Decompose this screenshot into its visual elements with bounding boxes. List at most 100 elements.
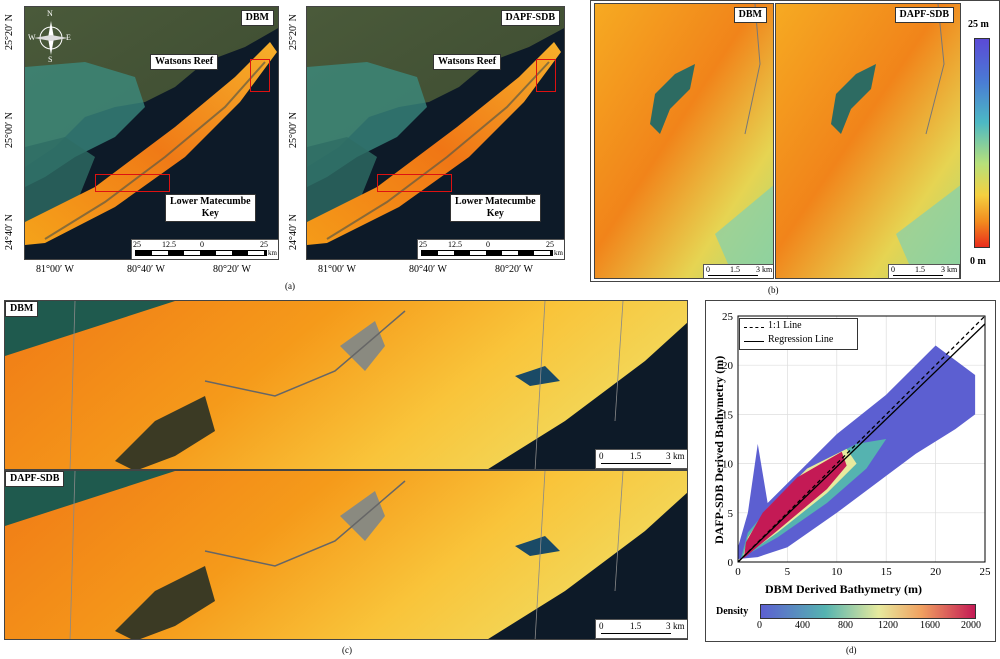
density-tick-400: 400: [795, 620, 810, 631]
depth-colorbar: [974, 38, 990, 248]
density-colorbar: [760, 604, 976, 619]
x-tick-label: 25: [980, 566, 992, 578]
panel-b-dapf-zoom[interactable]: DAPF-SDB 0 1.5 3 km: [775, 3, 961, 279]
plot-ticks: 0 5 10 15 20 25 0 5 10 15 20 25: [722, 311, 991, 578]
lat-tick-25-20-right: 25°20′ N: [288, 14, 299, 50]
lower-matecumbe-line2-2: Key: [486, 208, 504, 219]
sb-a1-unit: km: [268, 249, 277, 257]
lower-matecumbe-line1-2: Lower Matecumbe: [455, 196, 536, 207]
y-tick-label: 25: [722, 311, 734, 323]
x-tick-label: 15: [881, 566, 893, 578]
panel-c-caption: (c): [342, 645, 352, 655]
panel-a-dapf-map[interactable]: DAPF-SDB Watsons Reef Lower Matecumbe Ke…: [306, 6, 565, 260]
panel-c-dapf-label: DAPF-SDB: [5, 471, 65, 487]
lon-tick-80-40-right: 80°40′ W: [409, 264, 447, 275]
legend-solid-swatch: [744, 341, 764, 342]
sb-b1-t2: 3: [756, 265, 760, 274]
panel-b-dbm-zoom[interactable]: DBM 0 1.5 3 km: [594, 3, 774, 279]
panel-a-left-scalebar: 25 12.5 0 25 km: [131, 239, 278, 259]
one-to-one-line: [737, 315, 986, 563]
plot-legend: 1:1 Line Regression Line: [739, 318, 858, 350]
sb-a1-t1: 12.5: [162, 240, 176, 249]
compass-s: S: [48, 55, 53, 64]
sb-a1-t3: 25: [260, 240, 268, 249]
sb-b2-t1: 1.5: [915, 265, 925, 274]
panel-b-dbm-label: DBM: [733, 7, 767, 23]
sb-c2-t0: 0: [599, 621, 604, 631]
density-colorbar-title: Density: [716, 606, 749, 617]
density-tick-800: 800: [838, 620, 853, 631]
sb-a2-t2: 0: [486, 240, 490, 249]
plot-lines: [737, 315, 986, 563]
lon-tick-80-20-right: 80°20′ W: [495, 264, 533, 275]
sb-a2-t0: 25: [419, 240, 427, 249]
panel-b-caption: (b): [768, 285, 779, 295]
y-tick-label: 5: [728, 508, 734, 520]
watsons-reef-box[interactable]: [250, 59, 270, 92]
lower-matecumbe-line2: Key: [201, 208, 219, 219]
lower-matecumbe-line1: Lower Matecumbe: [170, 196, 251, 207]
panel-d-caption: (d): [846, 645, 857, 655]
panel-c-bottom-scalebar: 0 1.5 3 km: [595, 619, 687, 639]
x-tick-label: 10: [831, 566, 843, 578]
panel-b-right-scalebar: 0 1.5 3 km: [888, 264, 960, 278]
panel-c-dbm-image: [5, 301, 687, 469]
sb-c1-t1: 1.5: [630, 451, 642, 461]
compass-rose-icon: N E S W: [28, 9, 73, 64]
sb-c2-unit: km: [673, 621, 685, 631]
panel-c-dbm-label: DBM: [5, 301, 39, 317]
panel-b-left-scalebar: 0 1.5 3 km: [703, 264, 773, 278]
plot-axes: [737, 315, 986, 563]
y-tick-label: 10: [722, 459, 734, 471]
sb-a1-t0: 25: [133, 240, 141, 249]
panel-c-dapf-image: [5, 471, 687, 639]
sb-a2-t1: 12.5: [448, 240, 462, 249]
y-tick-label: 0: [728, 557, 734, 569]
x-axis-label: DBM Derived Bathymetry (m): [765, 582, 922, 596]
panel-b-dbm-zoom-image: [595, 4, 773, 278]
sb-c1-t2: 3: [666, 451, 671, 461]
lower-matecumbe-box-2[interactable]: [377, 174, 452, 192]
sb-b2-unit: km: [947, 265, 958, 274]
sb-b2-t0: 0: [891, 265, 895, 274]
panel-a-dapf-label: DAPF-SDB: [500, 10, 560, 26]
sb-b2-t2: 3: [941, 265, 945, 274]
legend-dashed-swatch: [744, 327, 764, 328]
sb-a1-t2: 0: [200, 240, 204, 249]
y-tick-label: 15: [722, 409, 734, 421]
x-tick-label: 20: [930, 566, 942, 578]
density-scatter-plot[interactable]: 0 5 10 15 20 25 0 5 10 15 20 25: [705, 300, 996, 642]
lat-tick-25-20-left: 25°20′ N: [4, 14, 15, 50]
sb-a2-t3: 25: [546, 240, 554, 249]
sb-a2-unit: km: [554, 249, 563, 257]
regression-line: [737, 323, 986, 563]
watsons-reef-callout-2: Watsons Reef: [433, 54, 502, 70]
sb-b1-t1: 1.5: [730, 265, 740, 274]
panel-c-dbm-strip[interactable]: DBM 0 1.5 3 km: [4, 300, 688, 470]
lat-tick-24-40-left: 24°40′ N: [4, 214, 15, 250]
legend-item-regression-line: Regression Line: [768, 334, 834, 345]
sb-b1-t0: 0: [706, 265, 710, 274]
lower-matecumbe-callout: Lower Matecumbe Key: [165, 194, 256, 222]
panel-a-dbm-map[interactable]: DBM Watsons Reef Lower Matecumbe Key N E…: [24, 6, 279, 260]
compass-w: W: [28, 33, 36, 42]
panel-c-dapf-strip[interactable]: DAPF-SDB 0 1.5 3 km: [4, 470, 688, 640]
lon-tick-80-20-left: 80°20′ W: [213, 264, 251, 275]
colorbar-max-label: 25 m: [968, 19, 989, 30]
density-tick-2000: 2000: [961, 620, 981, 631]
compass-e: E: [66, 33, 71, 42]
density-tick-0: 0: [757, 620, 762, 631]
sb-c2-t1: 1.5: [630, 621, 642, 631]
lon-tick-81-00-right: 81°00′ W: [318, 264, 356, 275]
sb-c1-t0: 0: [599, 451, 604, 461]
watsons-reef-box-2[interactable]: [536, 59, 556, 92]
lower-matecumbe-box[interactable]: [95, 174, 170, 192]
panel-a-dapf-map-image: [307, 7, 564, 259]
panel-a-caption: (a): [285, 281, 295, 291]
lon-tick-81-00-left: 81°00′ W: [36, 264, 74, 275]
sb-c1-unit: km: [673, 451, 685, 461]
density-tick-1200: 1200: [878, 620, 898, 631]
x-tick-label: 0: [735, 566, 741, 578]
x-tick-label: 5: [785, 566, 791, 578]
legend-item-1-1-line: 1:1 Line: [768, 320, 802, 331]
